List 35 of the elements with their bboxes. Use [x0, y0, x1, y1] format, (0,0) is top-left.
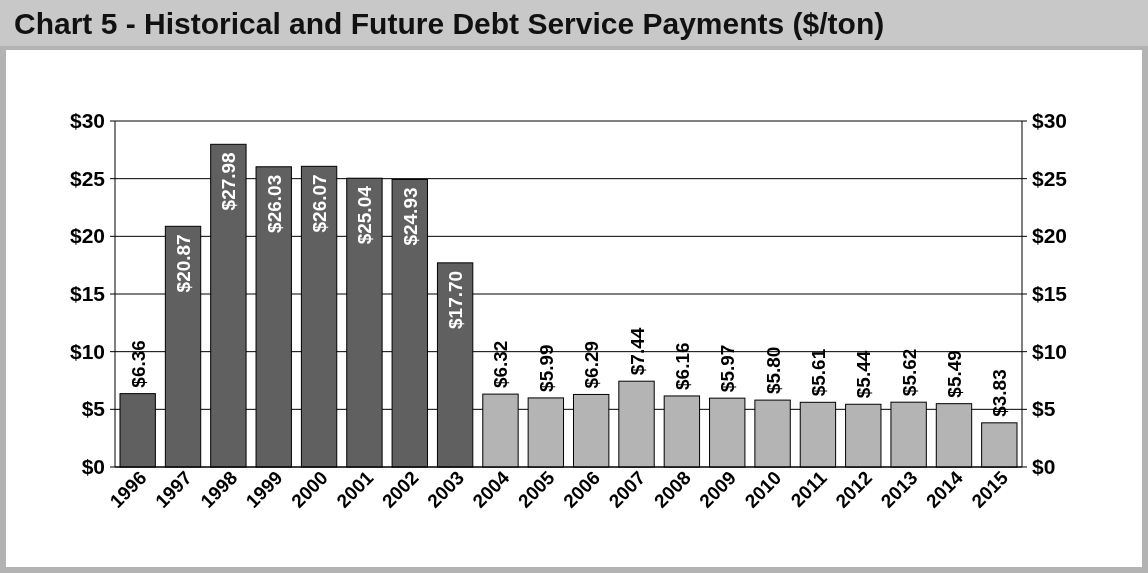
data-label: $6.32 — [490, 340, 512, 389]
data-label: $20.87 — [173, 234, 195, 293]
y-tick-label: $25 — [69, 166, 106, 190]
y2-tick-label: $5 — [1032, 397, 1056, 421]
data-label: $3.83 — [989, 369, 1011, 417]
data-label: $6.36 — [127, 340, 149, 388]
y-tick-label: $5 — [81, 397, 106, 421]
data-label: $5.97 — [717, 344, 739, 393]
data-label: $5.44 — [853, 350, 875, 399]
data-label: $25.04 — [354, 185, 376, 245]
data-label: $26.03 — [263, 174, 285, 233]
y-tick-label: $10 — [69, 339, 105, 363]
y-tick-label: $20 — [69, 224, 105, 248]
data-label: $5.99 — [535, 344, 557, 392]
y2-tick-label: $20 — [1032, 224, 1068, 248]
chart-title: Chart 5 - Historical and Future Debt Service Payments ($/ton) — [14, 7, 885, 40]
data-label: $5.61 — [807, 348, 829, 397]
data-label: $5.49 — [943, 350, 965, 398]
y2-tick-label: $25 — [1032, 166, 1068, 190]
y2-tick-label: $15 — [1032, 282, 1068, 305]
data-label: $27.98 — [218, 152, 240, 211]
data-label: $7.44 — [626, 327, 648, 376]
data-label: $6.29 — [581, 340, 603, 389]
data-label: $24.93 — [399, 187, 421, 246]
y2-tick-label: $10 — [1032, 339, 1068, 363]
y2-tick-label: $0 — [1032, 455, 1056, 478]
data-label: $17.70 — [445, 270, 467, 329]
data-label: $6.16 — [671, 342, 693, 390]
y2-tick-label: $30 — [1032, 109, 1068, 132]
y-tick-label: $0 — [81, 455, 105, 478]
data-label: $5.62 — [898, 348, 920, 397]
y-tick-label: $30 — [69, 109, 105, 132]
data-label: $26.07 — [309, 174, 331, 233]
y-tick-label: $15 — [69, 282, 106, 305]
data-label: $5.80 — [762, 346, 784, 395]
